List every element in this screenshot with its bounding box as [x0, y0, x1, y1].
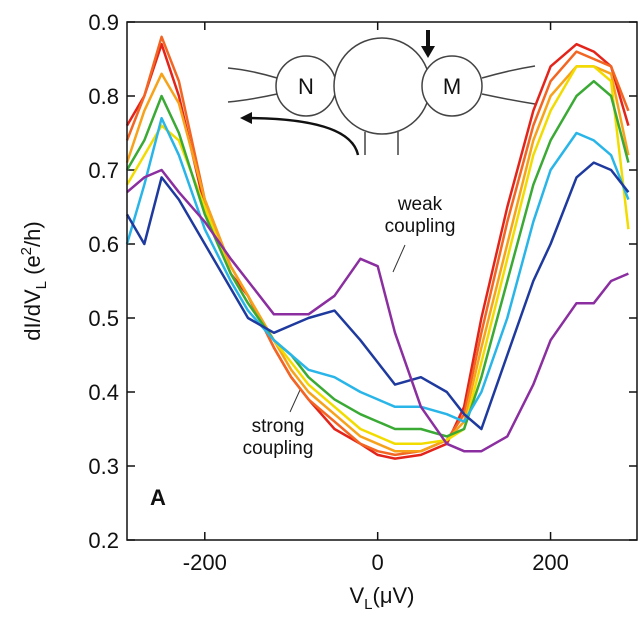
gate	[364, 132, 399, 155]
y-tick-label: 0.2	[88, 528, 119, 553]
arrow-head	[240, 112, 252, 124]
lead	[481, 65, 536, 105]
annotation-line: weak	[397, 194, 443, 215]
inset-diagram	[227, 30, 536, 156]
label-part: (μV)	[373, 583, 415, 608]
label-part: dI/dV	[20, 289, 45, 341]
x-tick-label: -200	[183, 550, 227, 575]
series-line	[125, 79, 630, 438]
y-tick-label: 0.5	[88, 306, 119, 331]
annotation: strong coupling	[243, 416, 314, 459]
label-sub: L	[33, 281, 50, 289]
annotation: weak coupling	[385, 194, 456, 237]
panel-label: A	[150, 485, 166, 510]
label-part: V	[349, 583, 364, 608]
x-axis-label: VL(μV)	[349, 583, 414, 613]
x-tick-label: 0	[372, 550, 384, 575]
label-sub: L	[364, 596, 372, 613]
annotation-pointer	[392, 244, 406, 273]
series-line	[125, 65, 630, 446]
arrow-head	[421, 46, 435, 58]
series-line	[125, 116, 630, 423]
annotation-line: coupling	[243, 438, 314, 459]
label-part: /h)	[20, 221, 45, 247]
y-tick-label: 0.4	[88, 380, 119, 405]
series-line	[126, 168, 629, 453]
cavity	[333, 37, 431, 135]
series-line	[125, 65, 630, 453]
y-tick-label: 0.9	[88, 10, 119, 35]
label-sup: 2	[18, 247, 35, 255]
inset-label: N	[298, 74, 314, 99]
lead	[227, 67, 278, 103]
annotation-pointer	[289, 389, 301, 413]
y-axis-label: dI/dVL (e2/h)	[18, 221, 50, 340]
y-tick-label: 0.3	[88, 454, 119, 479]
label-part: (e	[20, 255, 45, 281]
inset-label: M	[443, 74, 461, 99]
dot-m	[421, 55, 483, 117]
annotation-line: coupling	[385, 216, 456, 237]
y-tick-label: 0.8	[88, 84, 119, 109]
y-tick-label: 0.6	[88, 232, 119, 257]
arrow	[244, 116, 360, 156]
plot-frame	[126, 21, 638, 541]
y-tick-label: 0.7	[88, 158, 119, 183]
series-line	[125, 161, 630, 431]
x-tick-label: 200	[532, 550, 569, 575]
annotation-line: strong	[252, 416, 305, 437]
